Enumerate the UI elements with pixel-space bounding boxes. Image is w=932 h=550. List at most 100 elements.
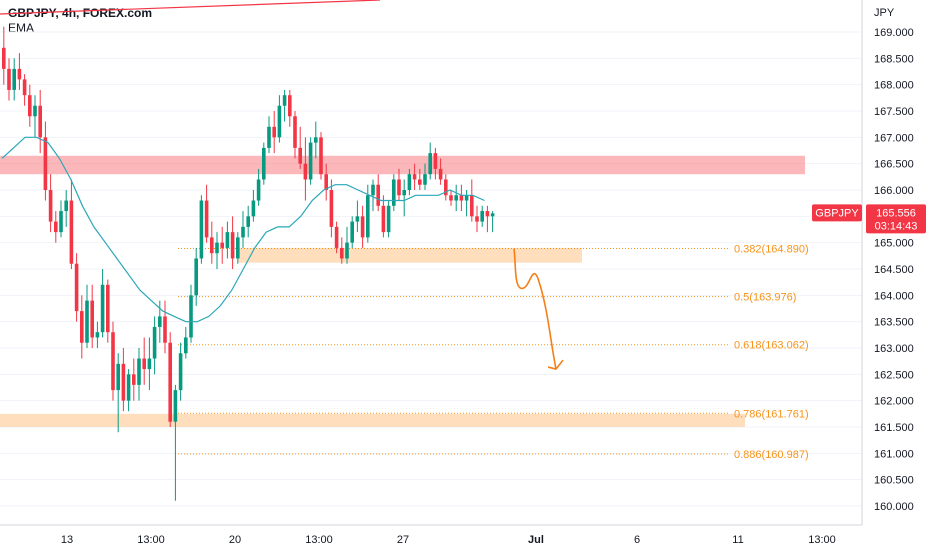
candle-body xyxy=(308,142,313,180)
candle-body xyxy=(449,195,453,201)
candle xyxy=(345,226,349,264)
candle xyxy=(38,89,42,154)
y-tick-label: 161.000 xyxy=(874,448,914,460)
candle xyxy=(459,184,464,212)
countdown-value: 03:14:43 xyxy=(875,220,918,232)
candle xyxy=(360,205,365,248)
candle-body xyxy=(38,105,42,138)
candle xyxy=(230,216,235,269)
fib-label-0.618: 0.618(163.062) xyxy=(734,340,809,352)
candle xyxy=(288,89,292,127)
candle xyxy=(90,284,94,348)
candle-body xyxy=(256,179,261,201)
candle-body xyxy=(64,200,68,212)
candle xyxy=(215,232,219,269)
fib-label-0.382: 0.382(164.890) xyxy=(734,243,809,255)
y-tick-label: 164.500 xyxy=(874,264,914,276)
x-tick-label: 27 xyxy=(397,534,409,546)
candle-body xyxy=(262,147,266,180)
y-tick-label: 162.000 xyxy=(874,396,914,408)
fib-label-0.5: 0.5(163.976) xyxy=(734,292,796,304)
candle-body xyxy=(220,242,224,248)
candle xyxy=(329,179,334,238)
candle-body xyxy=(132,374,136,385)
candle-body xyxy=(319,137,323,175)
candle-body xyxy=(116,363,120,391)
candle-body xyxy=(407,174,412,190)
candle xyxy=(184,326,188,359)
candle xyxy=(2,26,6,85)
candle-body xyxy=(178,353,183,391)
candle-body xyxy=(158,316,162,327)
candle-body xyxy=(350,221,354,243)
candle xyxy=(314,121,318,159)
candle xyxy=(262,142,266,185)
candle-body xyxy=(454,195,458,201)
candle xyxy=(106,279,110,343)
candle-body xyxy=(485,211,490,217)
candle-body xyxy=(381,205,386,233)
candle xyxy=(412,163,417,190)
y-tick-label: 168.000 xyxy=(874,80,914,92)
candle xyxy=(225,221,230,259)
candle xyxy=(308,137,313,185)
candle xyxy=(178,342,183,401)
candle-body xyxy=(241,226,245,238)
candle-body xyxy=(371,184,375,196)
x-tick-label: Jul xyxy=(528,534,544,546)
candle xyxy=(100,269,105,338)
candle-body xyxy=(386,205,391,233)
candle xyxy=(137,348,141,401)
candle-body xyxy=(345,242,349,259)
candle xyxy=(438,158,443,185)
projection-arrowhead xyxy=(547,359,564,370)
candle xyxy=(418,168,422,190)
candle xyxy=(210,221,214,264)
candle-body xyxy=(194,258,198,296)
candle-body xyxy=(147,358,152,370)
candle-body xyxy=(376,184,380,206)
candle xyxy=(121,348,126,412)
candle xyxy=(74,253,79,322)
candle xyxy=(59,200,63,238)
candle xyxy=(324,163,328,201)
y-tick-label: 165.000 xyxy=(874,238,914,250)
y-tick-label: 166.000 xyxy=(874,185,914,197)
y-tick-label: 167.500 xyxy=(874,106,914,118)
candle xyxy=(163,300,167,354)
candle xyxy=(220,226,224,264)
candle xyxy=(397,168,401,201)
zone-resistance xyxy=(0,155,805,175)
candle-body xyxy=(126,374,131,401)
candle-body xyxy=(90,300,94,338)
candle xyxy=(272,111,276,154)
x-tick-label: 6 xyxy=(634,534,640,546)
candle xyxy=(392,174,396,212)
candle xyxy=(116,353,120,433)
candle xyxy=(17,53,22,90)
candle xyxy=(64,190,68,227)
candle xyxy=(485,205,490,233)
candle xyxy=(444,174,448,201)
candle xyxy=(43,121,48,201)
zone-support-upper xyxy=(238,247,582,263)
candle xyxy=(303,137,308,201)
candle-body xyxy=(111,332,115,391)
candle-body xyxy=(392,179,396,206)
candle xyxy=(475,205,479,233)
candle-body xyxy=(225,232,230,248)
candle xyxy=(470,179,474,222)
candle xyxy=(173,384,178,501)
candle xyxy=(277,95,282,143)
candle-body xyxy=(459,195,464,201)
candle xyxy=(80,295,84,359)
candle xyxy=(428,142,432,180)
y-tick-label: 166.500 xyxy=(874,159,914,171)
candle-body xyxy=(59,211,63,233)
candle-body xyxy=(303,163,308,180)
candle-body xyxy=(480,211,484,222)
candle xyxy=(204,184,209,243)
candle-body xyxy=(199,200,204,259)
candle xyxy=(168,332,172,427)
